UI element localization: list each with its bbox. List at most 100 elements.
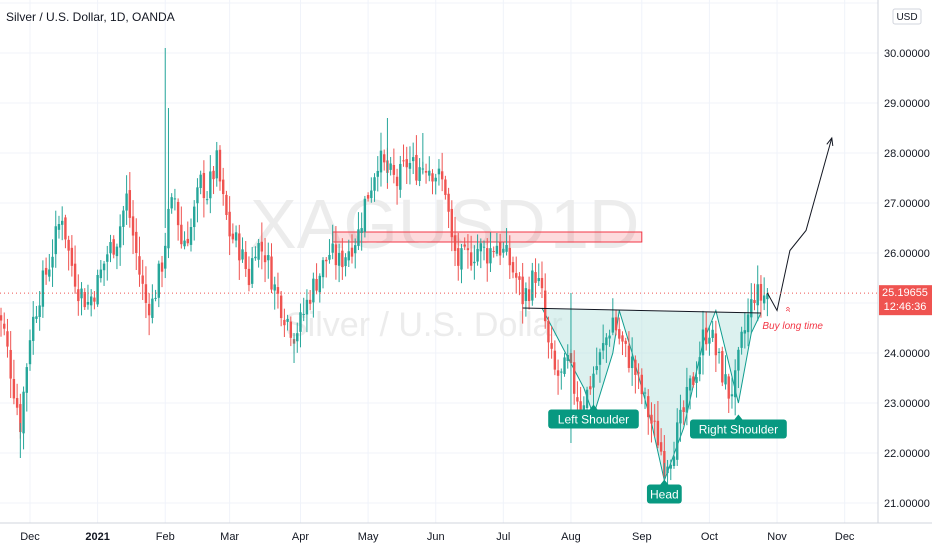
symbol-title[interactable]: Silver / U.S. Dollar, 1D, OANDA (6, 10, 175, 24)
candle (753, 283, 756, 311)
currency-badge[interactable]: USD (892, 8, 922, 25)
price-tick-label: 21.00000 (884, 498, 930, 510)
price-tick-label: 24.00000 (884, 348, 930, 360)
candle (260, 222, 264, 270)
candle (241, 237, 244, 263)
candle (469, 235, 473, 271)
candle (135, 218, 138, 271)
candle (347, 239, 350, 268)
candle (131, 200, 135, 255)
candle (344, 253, 347, 277)
time-tick-label: Dec (835, 531, 855, 543)
candle (102, 260, 106, 286)
candle (621, 331, 624, 356)
candle (257, 238, 260, 268)
neckline[interactable] (522, 307, 761, 314)
candle (701, 310, 705, 375)
candle (289, 316, 293, 347)
candle (70, 235, 74, 277)
candle (502, 242, 505, 258)
candle (189, 218, 193, 252)
candle (212, 165, 215, 195)
bar-countdown: 12:46:36 (884, 301, 927, 313)
price-tick-label: 29.00000 (884, 98, 930, 110)
candle (250, 247, 254, 288)
candle (460, 243, 463, 284)
candle (466, 234, 470, 269)
candle (312, 272, 315, 318)
candle (637, 363, 640, 390)
time-axis[interactable] (0, 523, 932, 550)
time-tick-label: 2021 (85, 531, 109, 543)
candle (408, 146, 412, 185)
candle (572, 350, 576, 405)
candle (183, 231, 186, 250)
time-tick-label: Aug (561, 531, 581, 543)
time-tick-label: Feb (156, 531, 175, 543)
candle (434, 173, 437, 195)
candle (650, 402, 653, 443)
candle (473, 245, 476, 280)
buy-annotation: Buy long time (762, 321, 823, 332)
pattern-label: Head (646, 479, 682, 504)
candle (759, 275, 763, 318)
candle (254, 246, 257, 261)
candle (743, 312, 747, 349)
candle (0, 307, 3, 337)
candle (73, 245, 77, 294)
candle (486, 238, 489, 282)
candle (679, 394, 682, 442)
candle (64, 214, 67, 249)
candle (279, 290, 283, 327)
candle (276, 272, 280, 309)
candle (83, 288, 86, 310)
drawings[interactable]: » Buy long time (522, 136, 834, 332)
candle (611, 298, 615, 336)
candle (424, 163, 428, 184)
candle (630, 337, 634, 386)
projection-path[interactable] (766, 137, 833, 312)
candle (321, 257, 325, 289)
candle (730, 377, 734, 409)
candle (244, 240, 247, 277)
time-tick-label: Apr (292, 531, 309, 543)
price-axis[interactable] (878, 0, 932, 523)
time-tick-label: Mar (220, 531, 239, 543)
buy-chevron-icon: » (782, 306, 793, 312)
candle (118, 214, 122, 266)
candle (379, 132, 383, 187)
candle (357, 212, 360, 251)
pattern-labels: Left Shoulder Head Right Shoulder (548, 404, 787, 504)
candle (96, 269, 99, 307)
candle (170, 193, 173, 214)
svg-text:Right Shoulder: Right Shoulder (699, 423, 778, 437)
candle (308, 290, 312, 311)
candle (521, 262, 524, 324)
candle (402, 144, 405, 167)
candle (215, 141, 218, 187)
candle (218, 145, 222, 191)
candle (659, 428, 663, 456)
candle (86, 284, 90, 310)
candle (283, 308, 286, 338)
candle (705, 312, 708, 351)
pattern-label: Right Shoulder (690, 414, 787, 439)
candle (544, 273, 547, 329)
price-tick-label: 26.00000 (884, 248, 930, 260)
candle (331, 224, 334, 260)
candle (360, 212, 363, 251)
candle (48, 253, 51, 282)
candle (685, 367, 689, 426)
candle (688, 375, 692, 410)
candle (209, 155, 212, 214)
candle (418, 158, 421, 187)
currency-label: USD (896, 12, 917, 23)
candle (457, 232, 460, 281)
candle (643, 387, 647, 409)
candle (647, 389, 650, 435)
candle (601, 324, 605, 360)
candle (463, 237, 466, 251)
candle (28, 329, 32, 371)
candle (527, 276, 531, 310)
